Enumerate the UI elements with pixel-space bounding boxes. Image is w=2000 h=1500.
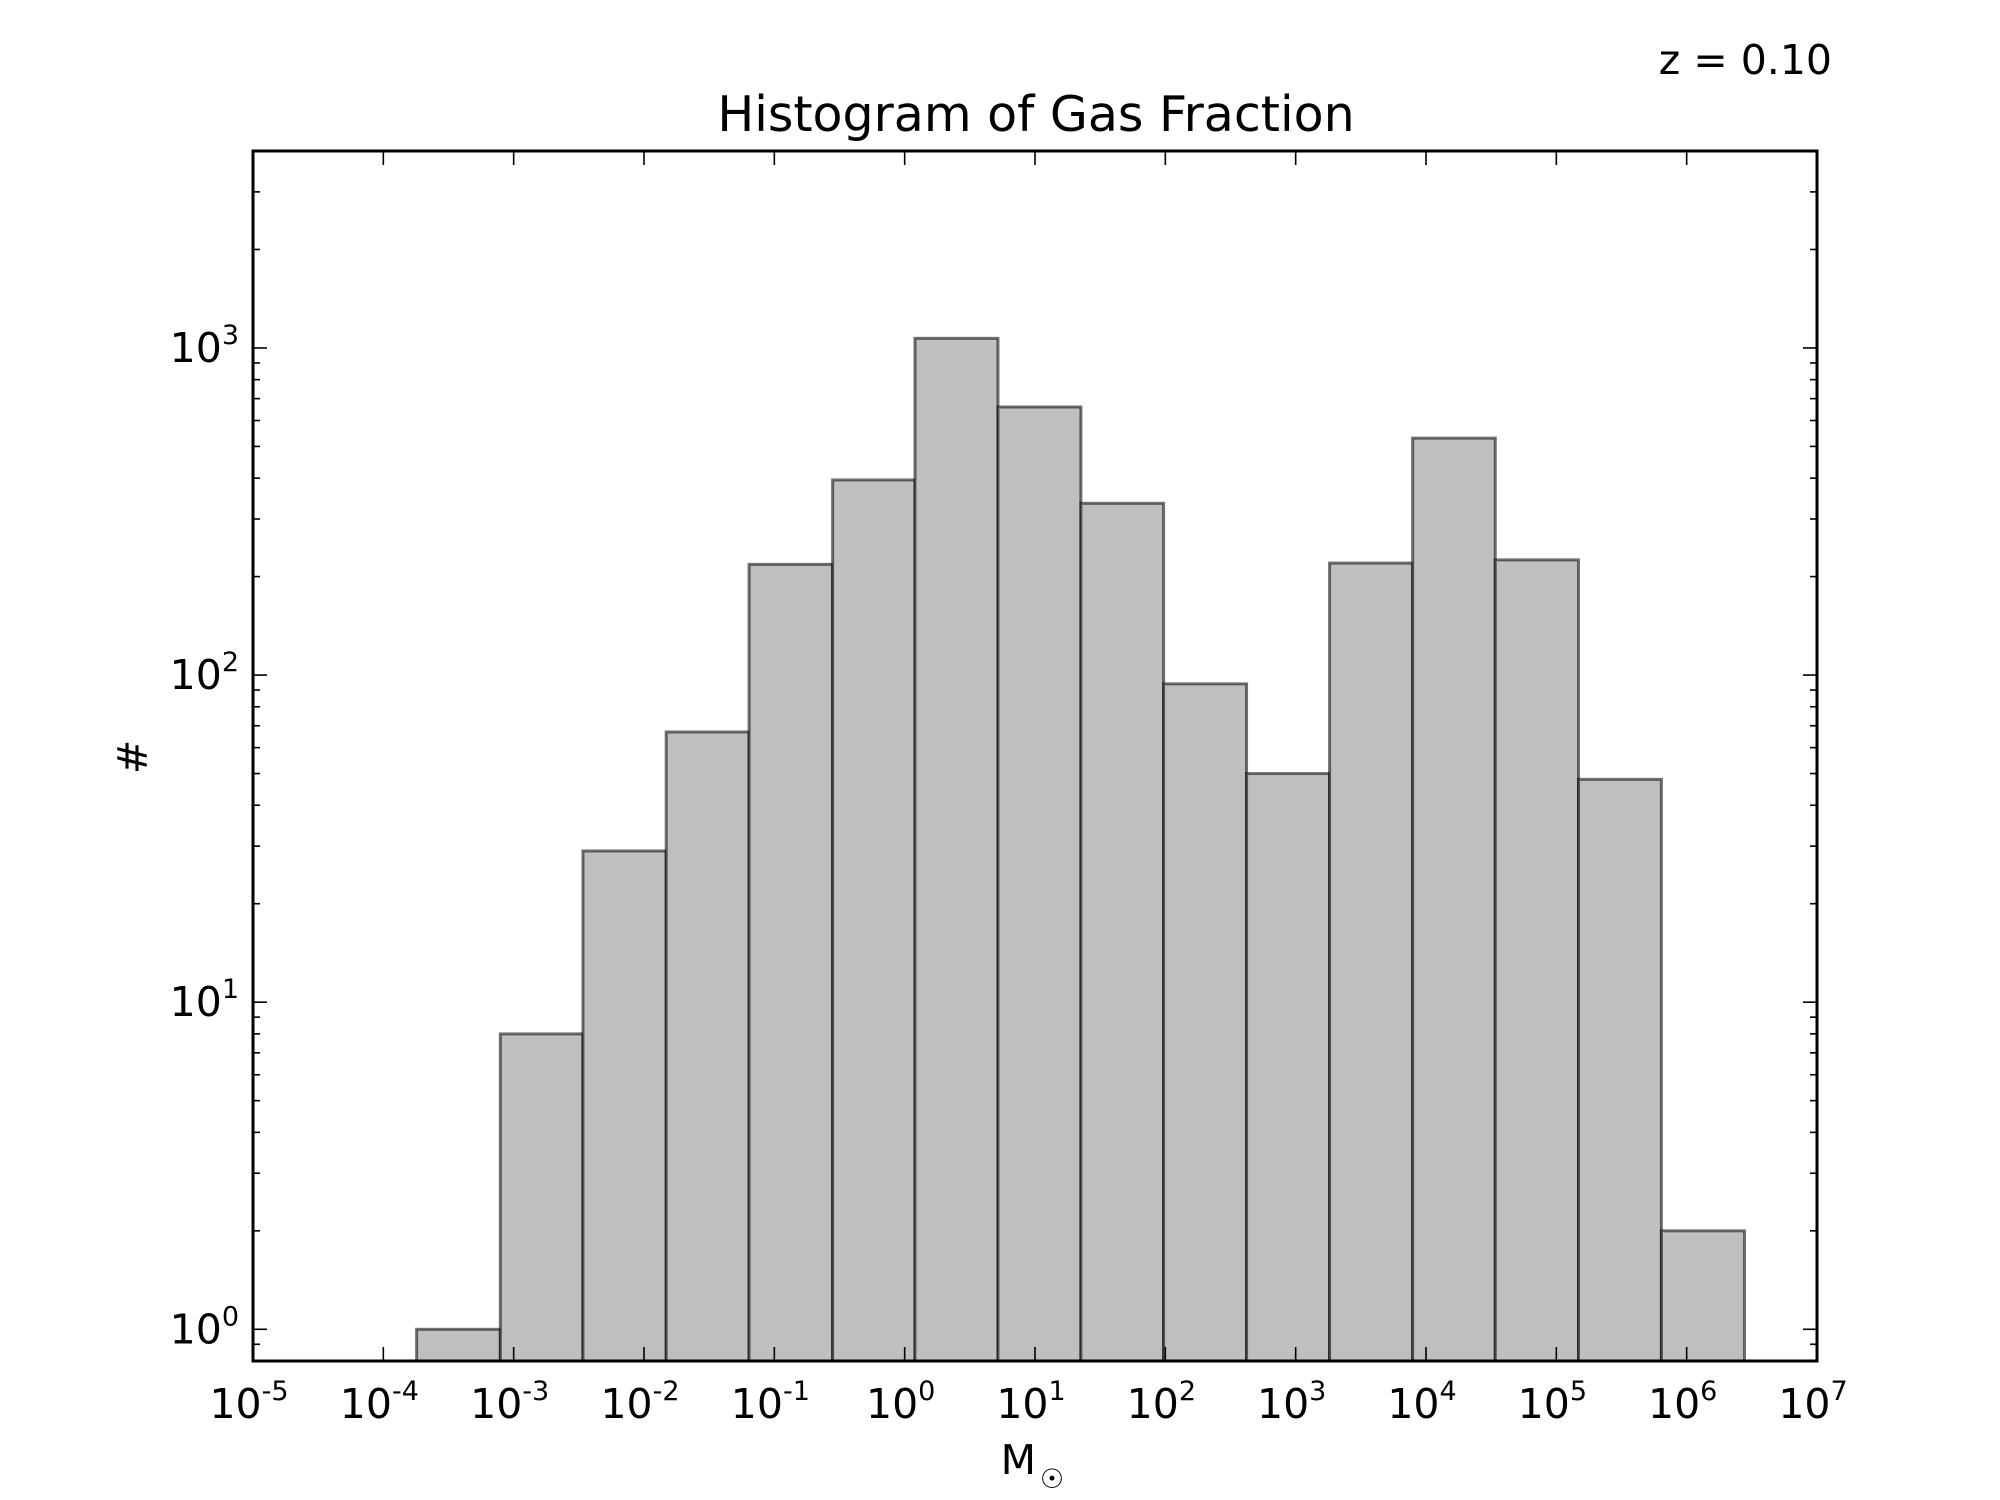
histogram-bar-8 bbox=[996, 405, 1083, 1363]
histogram-bar-1 bbox=[415, 1327, 502, 1363]
histogram-bar-9 bbox=[1079, 501, 1166, 1363]
histogram-bar-6 bbox=[831, 478, 917, 1363]
y-tick-label-3: 103 bbox=[170, 320, 239, 372]
x-tick-label-8: 103 bbox=[1257, 1376, 1326, 1428]
x-tick-label-9: 104 bbox=[1387, 1376, 1456, 1428]
tick-labels-group: 10-5 10-4 10-3 10-2 10-1 100 101 102 103 104 105 10… bbox=[170, 320, 1848, 1428]
sun-symbol: ☉ bbox=[1040, 1464, 1064, 1495]
histogram-bar-5 bbox=[747, 562, 835, 1363]
x-tick-label-5: 100 bbox=[866, 1376, 935, 1428]
x-tick-label-3: 10-2 bbox=[600, 1376, 679, 1428]
x-tick-label-7: 102 bbox=[1127, 1376, 1196, 1428]
histogram-bar-16 bbox=[1659, 1229, 1747, 1363]
chart-title: Histogram of Gas Fraction bbox=[717, 86, 1354, 143]
histogram-bar-10 bbox=[1162, 682, 1249, 1363]
x-axis-label-group: M ☉ bbox=[1001, 1436, 1065, 1495]
y-tick-label-2: 102 bbox=[170, 647, 239, 699]
x-tick-label-4: 10-1 bbox=[731, 1376, 810, 1428]
histogram-bar-14 bbox=[1493, 558, 1581, 1363]
histogram-bar-2 bbox=[498, 1032, 585, 1363]
histogram-bar-12 bbox=[1328, 561, 1415, 1363]
x-tick-label-6: 101 bbox=[996, 1376, 1065, 1428]
plot-frame bbox=[251, 149, 1819, 1363]
y-tick-label-0: 100 bbox=[170, 1301, 239, 1353]
x-tick-label-0: 10-5 bbox=[209, 1376, 288, 1428]
histogram-bar-15 bbox=[1577, 777, 1663, 1363]
histogram-bar-11 bbox=[1245, 772, 1332, 1363]
x-tick-label-11: 106 bbox=[1648, 1376, 1717, 1428]
histogram-bar-3 bbox=[581, 849, 668, 1363]
redshift-annotation: z = 0.10 bbox=[1659, 36, 1832, 84]
histogram-bar-13 bbox=[1411, 436, 1497, 1363]
x-tick-label-12: 107 bbox=[1778, 1376, 1847, 1428]
y-axis-label: # bbox=[109, 740, 157, 774]
x-tick-label-10: 105 bbox=[1518, 1376, 1587, 1428]
x-tick-label-2: 10-3 bbox=[470, 1376, 549, 1428]
y-tick-label-1: 101 bbox=[170, 974, 239, 1026]
bars-group bbox=[415, 336, 1747, 1363]
histogram-bar-7 bbox=[913, 336, 1000, 1363]
x-tick-label-1: 10-4 bbox=[340, 1376, 419, 1428]
x-axis-label: M bbox=[1001, 1436, 1036, 1484]
histogram-bar-4 bbox=[664, 730, 751, 1363]
